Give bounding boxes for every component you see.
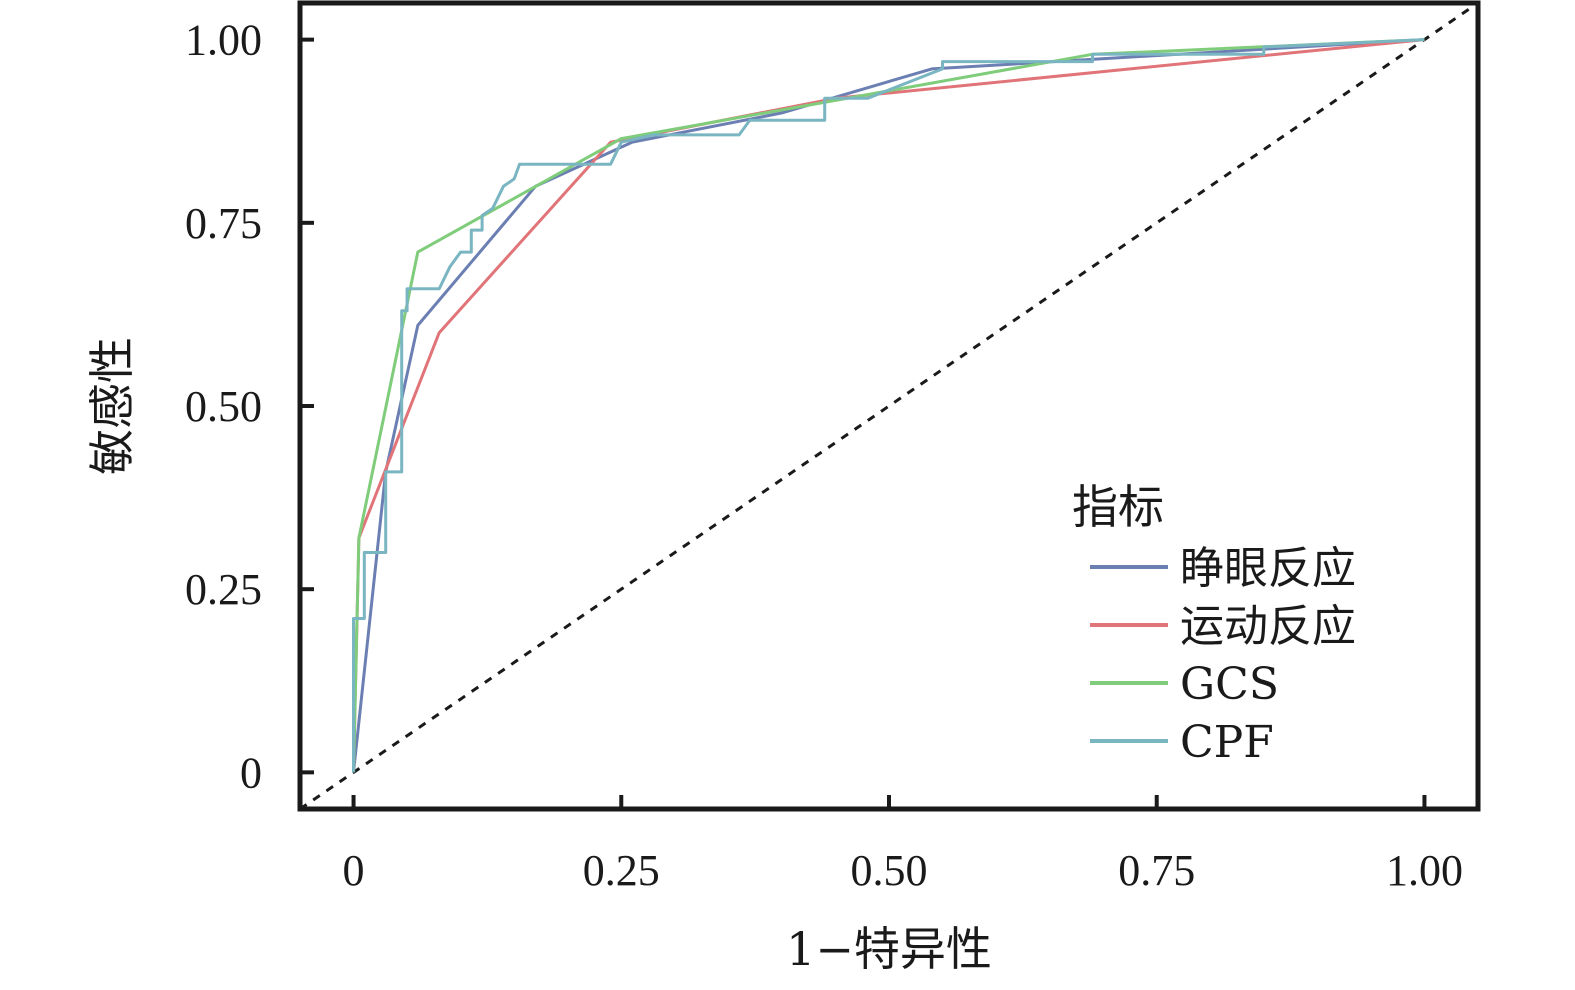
x-tick-label: 0.75: [1118, 846, 1195, 895]
series-layer: [352, 38, 1425, 773]
x-tick-label: 0.50: [851, 846, 928, 895]
y-tick-label: 0.75: [185, 199, 262, 248]
reference-diagonal-line: [299, 1, 1479, 811]
y-axis-title: 敏感性: [85, 337, 139, 475]
y-tick-label: 1.00: [185, 16, 262, 65]
x-tick-label: 0.25: [583, 846, 660, 895]
y-tick-label: 0: [240, 748, 262, 797]
legend-label: GCS: [1180, 659, 1279, 710]
y-tick-label: 0.25: [185, 565, 262, 614]
legend-label: CPF: [1180, 717, 1274, 768]
legend-label: 睁眼反应: [1180, 543, 1356, 594]
x-axis-title: 1−特异性: [786, 922, 992, 976]
series-line-4: [352, 38, 1425, 773]
ticks-layer: 0 0.25 0.50 0.75 1.00 0 0.25 0.50 0.75 1.00: [185, 16, 1463, 895]
y-tick-label: 0.50: [185, 382, 262, 431]
legend-title: 指标: [1072, 480, 1164, 534]
legend-label: 运动反应: [1180, 601, 1356, 652]
x-tick-label: 0: [343, 846, 365, 895]
x-tick-label: 1.00: [1386, 846, 1463, 895]
